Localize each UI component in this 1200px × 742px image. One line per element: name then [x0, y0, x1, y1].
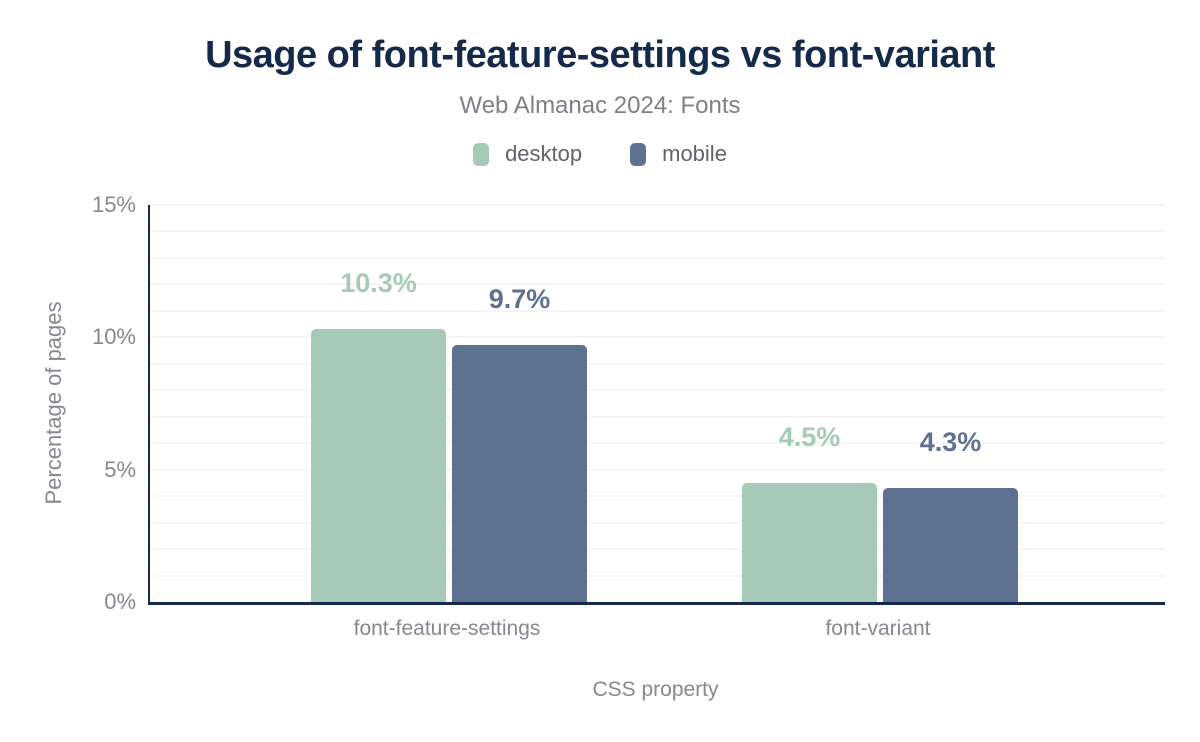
gridline — [150, 362, 1165, 365]
gridline — [150, 442, 1165, 445]
bar-value-label-mobile-font-variant: 4.3% — [919, 427, 982, 458]
legend-swatch-desktop — [473, 142, 490, 166]
bar-mobile-font-feature-settings — [452, 345, 587, 602]
x-category-label-font-variant: font-variant — [825, 617, 931, 640]
gridline — [150, 256, 1165, 259]
y-tick-label-10%: 10% — [91, 324, 136, 350]
bar-mobile-font-variant — [883, 488, 1018, 602]
gridline — [150, 309, 1165, 312]
x-axis-title: CSS property — [592, 678, 719, 701]
legend: desktop mobile — [0, 141, 1200, 167]
bar-value-label-mobile-font-feature-settings: 9.7% — [488, 284, 551, 315]
gridline — [150, 389, 1165, 392]
y-tick-label-0%: 0% — [104, 589, 136, 614]
gridline — [150, 574, 1165, 577]
bar-value-label-desktop-font-variant: 4.5% — [778, 421, 841, 452]
y-tick-label-5%: 5% — [104, 456, 136, 482]
gridline — [150, 495, 1165, 498]
y-tick-label-15%: 15% — [91, 192, 136, 217]
gridline — [150, 415, 1165, 418]
gridline — [150, 521, 1165, 524]
legend-label-desktop: desktop — [505, 141, 583, 166]
gridline — [150, 548, 1165, 551]
chart-subtitle: Web Almanac 2024: Fonts — [459, 92, 741, 119]
gridline — [150, 336, 1165, 339]
legend-item-mobile: mobile — [630, 141, 727, 167]
gridline — [150, 468, 1165, 471]
gridline — [150, 230, 1165, 233]
x-category-label-font-feature-settings: font-feature-settings — [353, 617, 541, 640]
bar-desktop-font-feature-settings — [311, 329, 446, 602]
legend-label-mobile: mobile — [662, 141, 727, 166]
plot-area: 10.3% 9.7% 4.5% 4.3% — [148, 204, 1165, 605]
chart-title: Usage of font-feature-settings vs font-v… — [205, 34, 995, 76]
legend-swatch-mobile — [630, 142, 647, 166]
y-axis-ticks: 0% 5% 10% 15% — [0, 194, 136, 613]
bar-desktop-font-variant — [742, 482, 877, 602]
x-axis-category-labels: font-feature-settings font-variant — [148, 617, 1163, 647]
gridline — [150, 283, 1165, 286]
bar-value-label-desktop-font-feature-settings: 10.3% — [340, 268, 417, 299]
legend-item-desktop: desktop — [473, 141, 582, 167]
gridline — [150, 204, 1165, 206]
